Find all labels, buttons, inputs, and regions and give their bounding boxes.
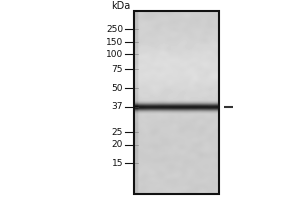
- Text: 25: 25: [112, 128, 123, 137]
- Text: 150: 150: [106, 38, 123, 47]
- Text: 37: 37: [112, 102, 123, 111]
- Text: kDa: kDa: [111, 1, 130, 11]
- Text: 15: 15: [112, 159, 123, 168]
- Text: 20: 20: [112, 140, 123, 149]
- Bar: [134, 11, 219, 194]
- Text: 100: 100: [106, 50, 123, 59]
- Text: 50: 50: [112, 84, 123, 93]
- Text: 75: 75: [112, 65, 123, 74]
- Text: 250: 250: [106, 25, 123, 34]
